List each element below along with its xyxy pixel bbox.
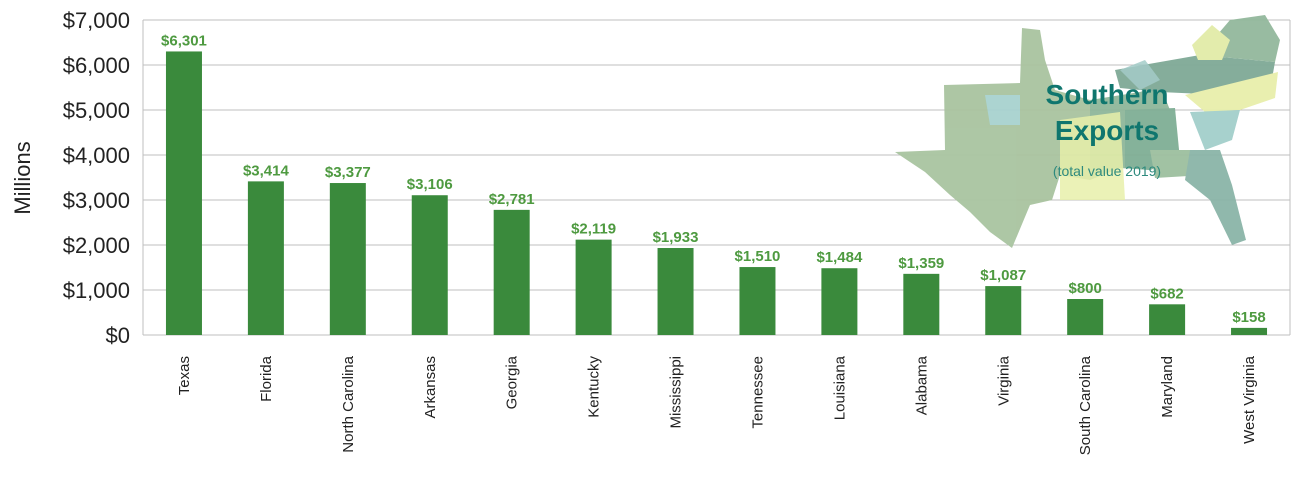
y-tick-label: $1,000 <box>63 278 130 303</box>
y-tick-label: $5,000 <box>63 98 130 123</box>
inset-title: Southern Exports (total value 2019) <box>1046 79 1169 179</box>
x-tick-label: Alabama <box>913 355 930 415</box>
x-tick-label: South Carolina <box>1077 355 1094 455</box>
value-label: $2,781 <box>489 191 535 208</box>
x-tick-label: Texas <box>176 356 193 395</box>
bar-maryland <box>1149 304 1185 335</box>
inset-title-line2: Exports <box>1055 115 1159 146</box>
y-tick-label: $4,000 <box>63 143 130 168</box>
x-tick-label: Mississippi <box>668 356 685 429</box>
x-tick-label: Georgia <box>504 355 521 409</box>
bar-west-virginia <box>1231 328 1267 335</box>
bar-tennessee <box>739 267 775 335</box>
bar-mississippi <box>658 248 694 335</box>
x-tick-label: Louisiana <box>831 355 848 420</box>
axis-layer: $0 $1,000 $2,000 $3,000 $4,000 $5,000 $6,000 $7… <box>63 8 130 348</box>
x-tick-label: Virginia <box>995 355 1012 405</box>
x-tick-label: Florida <box>258 355 275 402</box>
x-tick-label: Tennessee <box>749 356 766 429</box>
value-label: $800 <box>1068 280 1101 297</box>
bar-kentucky <box>576 240 612 335</box>
x-tick-label: Kentucky <box>586 356 603 418</box>
y-tick-label: $2,000 <box>63 233 130 258</box>
x-tick-label: West Virginia <box>1241 355 1258 443</box>
value-label: $158 <box>1232 309 1265 326</box>
value-label: $1,484 <box>816 249 863 266</box>
bar-south-carolina <box>1067 299 1103 335</box>
y-tick-label: $6,000 <box>63 53 130 78</box>
y-tick-label: $3,000 <box>63 188 130 213</box>
value-label: $6,301 <box>161 32 207 49</box>
value-label: $682 <box>1150 285 1183 302</box>
inset-title-line1: Southern <box>1046 79 1169 110</box>
bar-texas <box>166 51 202 335</box>
bar-arkansas <box>412 195 448 335</box>
value-label: $3,414 <box>243 162 290 179</box>
value-label: $3,106 <box>407 176 453 193</box>
value-label: $2,119 <box>571 221 616 238</box>
x-tick-label: North Carolina <box>340 355 357 452</box>
value-label: $1,359 <box>898 255 944 272</box>
x-tick-label: Arkansas <box>422 356 439 419</box>
value-label: $1,087 <box>980 267 1026 284</box>
y-tick-label: $0 <box>106 323 130 348</box>
bar-louisiana <box>821 268 857 335</box>
bar-georgia <box>494 210 530 335</box>
bar-virginia <box>985 286 1021 335</box>
inset-subtitle: (total value 2019) <box>1053 163 1161 179</box>
value-label: $1,510 <box>735 248 781 265</box>
value-label: $3,377 <box>325 164 371 181</box>
value-label: $1,933 <box>653 229 699 246</box>
x-tick-label: Maryland <box>1159 356 1176 418</box>
bar-florida <box>248 181 284 335</box>
y-tick-label: $7,000 <box>63 8 130 33</box>
bar-alabama <box>903 274 939 335</box>
y-axis-label: Millions <box>10 141 35 214</box>
bar-north-carolina <box>330 183 366 335</box>
